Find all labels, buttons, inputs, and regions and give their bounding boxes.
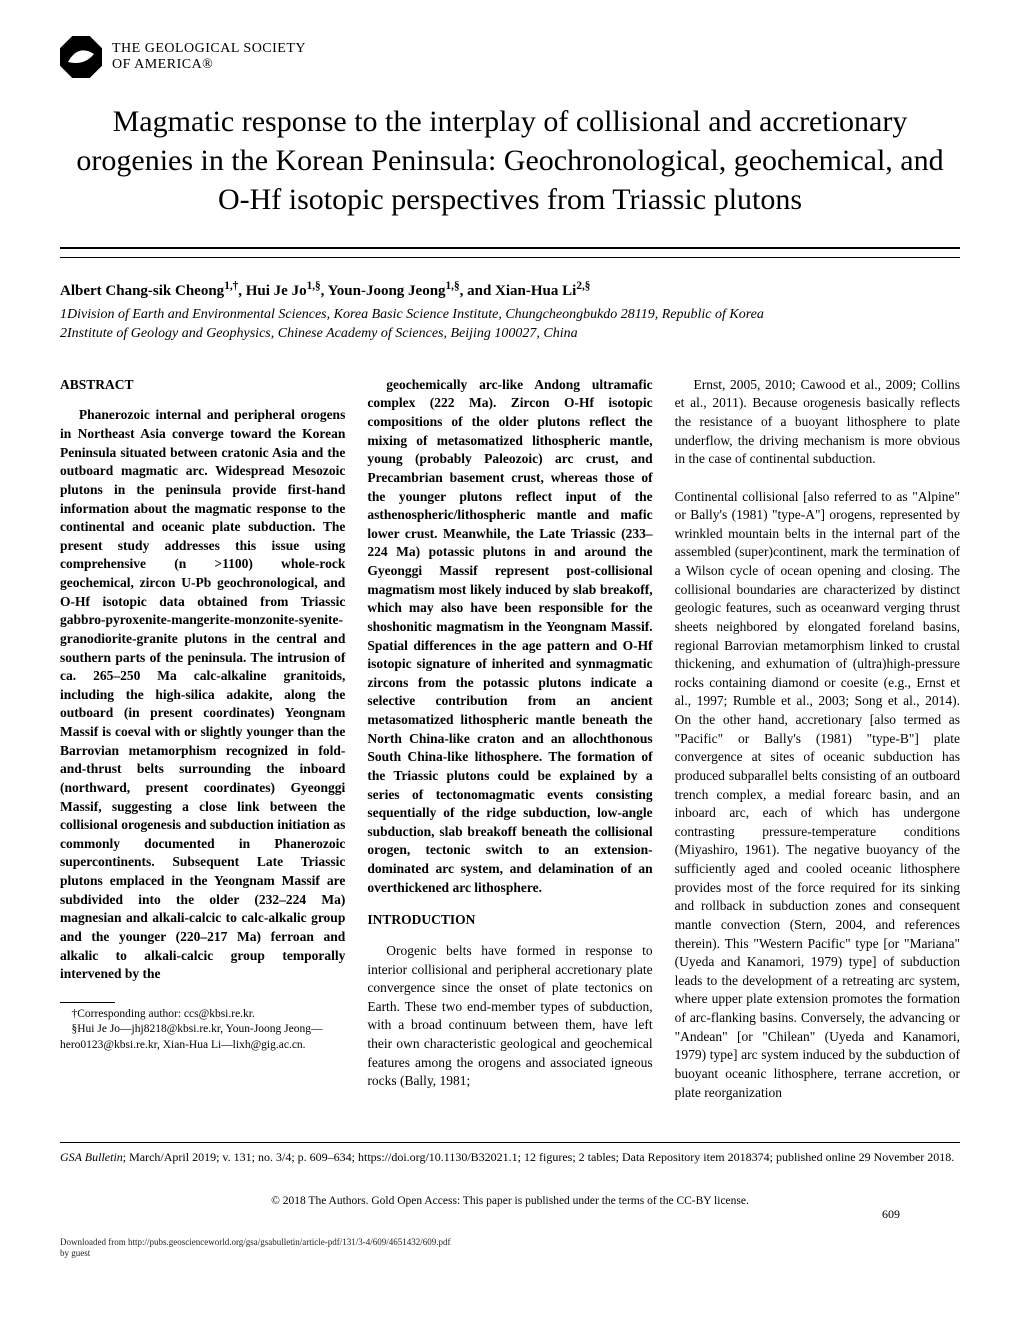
- column-2: geochemically arc-like Andong ultramafic…: [367, 376, 652, 1102]
- affiliation-2: 2Institute of Geology and Geophysics, Ch…: [60, 325, 960, 344]
- footnotes: †Corresponding author: ccs@kbsi.re.kr. §…: [60, 1007, 345, 1054]
- gsa-logo-icon: [60, 36, 102, 78]
- author-list: Albert Chang-sik Cheong1,†, Hui Je Jo1,§…: [60, 280, 960, 300]
- article-title: Magmatic response to the interplay of co…: [70, 102, 950, 219]
- abstract-text-col2: geochemically arc-like Andong ultramafic…: [367, 376, 652, 898]
- column-3: Ernst, 2005, 2010; Cawood et al., 2009; …: [675, 376, 960, 1102]
- column-1: ABSTRACT Phanerozoic internal and periph…: [60, 376, 345, 1102]
- footnote-2: §Hui Je Jo—jhj8218@kbsi.re.kr, Youn-Joon…: [60, 1022, 345, 1053]
- citation-line: GSA Bulletin; March/April 2019; v. 131; …: [60, 1149, 960, 1165]
- introduction-text-col3: Ernst, 2005, 2010; Cawood et al., 2009; …: [675, 376, 960, 1102]
- logo-line-2: OF AMERICA®: [112, 57, 306, 73]
- title-rule-top: [60, 247, 960, 249]
- introduction-text-col2: Orogenic belts have formed in response t…: [367, 942, 652, 1091]
- publisher-name: THE GEOLOGICAL SOCIETY OF AMERICA®: [112, 41, 306, 73]
- footnote-rule: [60, 1002, 115, 1003]
- title-rule-bottom: [60, 257, 960, 258]
- introduction-heading: INTRODUCTION: [367, 911, 652, 930]
- abstract-text-col1: Phanerozoic internal and peripheral orog…: [60, 406, 345, 983]
- body-columns: ABSTRACT Phanerozoic internal and periph…: [60, 376, 960, 1102]
- affiliations: 1Division of Earth and Environmental Sci…: [60, 306, 960, 344]
- publisher-logo-row: THE GEOLOGICAL SOCIETY OF AMERICA®: [60, 36, 960, 78]
- page-footer-row: © 2018 The Authors. Gold Open Access: Th…: [60, 1195, 960, 1215]
- page-number: 609: [882, 1207, 900, 1222]
- affiliation-1: 1Division of Earth and Environmental Sci…: [60, 306, 960, 325]
- download-note: Downloaded from http://pubs.geosciencewo…: [60, 1237, 960, 1259]
- footnote-1: †Corresponding author: ccs@kbsi.re.kr.: [60, 1007, 345, 1023]
- logo-line-1: THE GEOLOGICAL SOCIETY: [112, 41, 306, 57]
- citation-tail: ; March/April 2019; v. 131; no. 3/4; p. …: [123, 1150, 955, 1164]
- copyright-line: © 2018 The Authors. Gold Open Access: Th…: [60, 1195, 960, 1207]
- citation-rule: [60, 1142, 960, 1143]
- abstract-heading: ABSTRACT: [60, 376, 345, 395]
